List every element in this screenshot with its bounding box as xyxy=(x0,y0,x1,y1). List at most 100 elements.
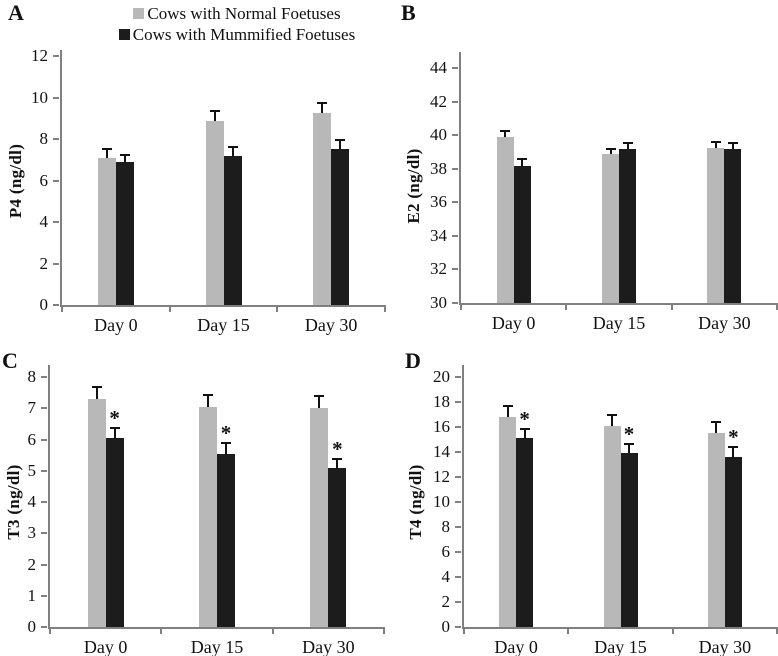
y-tick-mark xyxy=(53,96,59,99)
error-bar-cap xyxy=(209,110,220,113)
error-bar-stem xyxy=(336,459,339,468)
x-category-label: Day 0 xyxy=(83,637,128,656)
y-tick-mark xyxy=(53,138,59,140)
error-bar-cap xyxy=(109,426,120,429)
x-axis-line xyxy=(459,303,777,305)
y-axis-line xyxy=(48,365,50,629)
x-tick-mark xyxy=(565,303,568,310)
y-tick-label: 36 xyxy=(430,192,447,212)
y-tick-mark xyxy=(452,67,458,69)
error-bar-cap xyxy=(221,442,231,445)
y-tick-mark xyxy=(53,304,59,306)
error-bar-stem xyxy=(123,155,126,162)
bar-normal xyxy=(707,433,725,627)
significance-asterisk: * xyxy=(519,406,530,431)
legend-item-label: Cows with Normal Foetuses xyxy=(147,4,341,23)
error-bar-stem xyxy=(521,160,524,167)
error-bar-cap xyxy=(622,141,633,144)
legend-swatch-mummified-icon xyxy=(118,29,130,40)
x-tick-mark xyxy=(384,305,386,312)
bar-normal xyxy=(310,408,329,627)
error-bar-stem xyxy=(321,103,324,114)
error-bar-cap xyxy=(317,101,328,104)
y-tick-label: 2 xyxy=(39,253,49,273)
bar-mummified xyxy=(724,149,742,303)
error-bar-stem xyxy=(628,444,630,454)
panel-letter: D xyxy=(405,348,421,373)
x-axis-line xyxy=(60,305,385,307)
legend-item: Cows with Mummified Foetuses xyxy=(72,24,402,45)
y-tick-label: 20 xyxy=(433,367,450,386)
y-tick-mark xyxy=(53,179,59,182)
x-axis-line xyxy=(462,627,777,629)
bar-mummified xyxy=(105,437,124,627)
bar-mummified xyxy=(223,155,242,305)
y-tick-mark xyxy=(53,221,59,223)
error-bar-stem xyxy=(339,141,342,150)
y-tick-label: 42 xyxy=(430,91,447,111)
y-tick-mark xyxy=(53,55,59,57)
x-category-label: Day 0 xyxy=(494,637,538,656)
significance-asterisk: * xyxy=(220,421,232,446)
y-tick-label: 4 xyxy=(39,212,49,231)
bar-mummified xyxy=(328,467,347,627)
y-tick-label: 18 xyxy=(433,392,450,411)
legend: Cows with Normal Foetuses Cows with Mummi… xyxy=(72,3,402,45)
x-tick-mark xyxy=(383,627,385,634)
x-category-label: Day 30 xyxy=(302,637,355,656)
bar-mummified xyxy=(619,148,636,303)
y-tick-mark xyxy=(41,532,47,535)
x-tick-mark xyxy=(61,305,63,312)
error-bar-stem xyxy=(609,150,612,155)
error-bar-cap xyxy=(710,140,721,143)
error-bar-stem xyxy=(318,397,321,409)
y-tick-mark xyxy=(41,626,47,628)
bar-normal xyxy=(496,136,514,303)
y-tick-label: 3 xyxy=(27,523,37,543)
x-tick-mark xyxy=(776,303,778,310)
y-tick-label: 44 xyxy=(430,58,447,77)
bar-mummified xyxy=(513,166,531,303)
y-tick-mark xyxy=(455,376,461,378)
y-tick-label: 4 xyxy=(441,567,451,586)
error-bar-stem xyxy=(504,131,507,137)
x-tick-mark xyxy=(168,305,171,312)
bar-mummified xyxy=(620,453,638,627)
y-tick-label: 0 xyxy=(39,295,49,314)
y-tick-label: 6 xyxy=(441,542,451,561)
error-bar-stem xyxy=(506,407,509,417)
x-tick-mark xyxy=(49,627,51,634)
significance-asterisk: * xyxy=(332,436,343,461)
y-tick-label: 16 xyxy=(433,417,450,436)
y-axis-line xyxy=(462,365,464,629)
panel-B: B E2 (ng/dl) 30 32 34 36 38 40 42 44 Day 0 Day 15 Da… xyxy=(389,0,778,333)
y-tick-label: 8 xyxy=(39,129,49,148)
y-tick-label: 30 xyxy=(430,293,447,312)
bar-normal xyxy=(499,417,517,627)
y-tick-mark xyxy=(41,594,47,597)
y-tick-mark xyxy=(455,526,461,528)
bar-normal xyxy=(603,425,621,627)
y-tick-label: 0 xyxy=(27,617,37,636)
x-tick-mark xyxy=(671,627,674,634)
panel-D: D T4 (ng/dl) 0 2 4 6 8 10 12 14 16 18 20 Day 0 * Day 15… xyxy=(389,330,778,656)
error-bar-cap xyxy=(728,446,739,449)
error-bar-stem xyxy=(225,444,227,454)
x-category-label: Day 15 xyxy=(594,637,647,656)
bar-normal xyxy=(205,121,224,305)
error-bar-stem xyxy=(105,150,108,158)
panel-letter: C xyxy=(2,348,18,373)
bar-normal xyxy=(602,154,619,303)
bar-mummified xyxy=(516,438,534,627)
y-tick-label: 34 xyxy=(430,225,447,245)
y-tick-label: 6 xyxy=(39,170,49,190)
error-bar-cap xyxy=(517,158,528,161)
y-tick-label: 8 xyxy=(27,367,37,386)
error-bar-stem xyxy=(731,144,734,150)
error-bar-cap xyxy=(727,142,738,145)
x-category-label: Day 15 xyxy=(592,313,646,333)
error-bar-cap xyxy=(91,385,102,388)
x-tick-mark xyxy=(670,303,673,310)
error-bar-stem xyxy=(213,112,216,122)
